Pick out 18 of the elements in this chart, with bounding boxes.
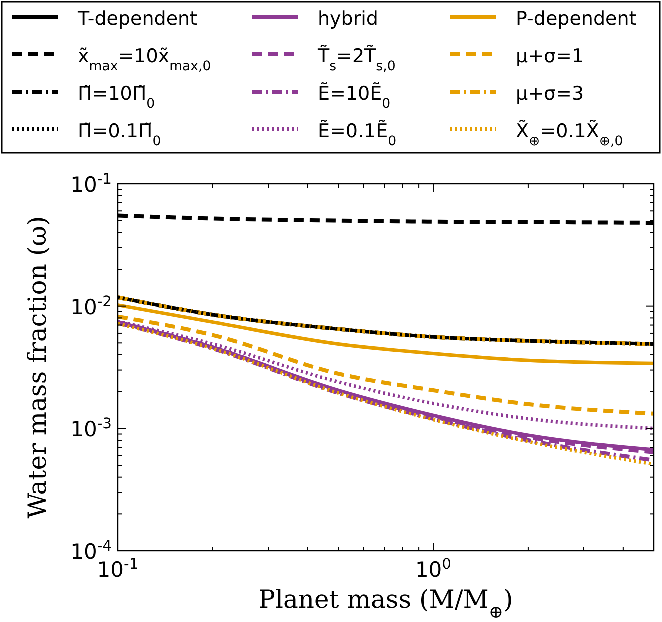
y-tick-label: 10$^{-1}$	[70, 170, 112, 197]
legend-label: μ+σ=3	[516, 83, 584, 105]
legend-label: X̃$_{⊕}$=0.1X̃$_{⊕,0}$	[516, 119, 624, 149]
x-tick-label: 10$^{0}$	[415, 556, 452, 582]
y-tick-label: 10$^{-2}$	[70, 292, 112, 320]
legend-label: T̃$_{s}$=2T̃$_{s,0}$	[317, 44, 396, 74]
y-axis-title: Water mass fraction (ω)	[23, 216, 52, 519]
legend-label: P-dependent	[516, 8, 637, 30]
legend-label: Π̃=10Π̃$_{0}$	[78, 83, 156, 112]
legend-label: x̃$_{max}$=10x̃$_{max,0}$	[78, 46, 212, 74]
legend-label: T-dependent	[77, 8, 198, 30]
legend-label: hybrid	[318, 8, 378, 30]
legend-label: μ+σ=1	[516, 46, 584, 68]
x-axis-title: Planet mass (M/M$_{⊕}$)	[258, 585, 514, 622]
legend-label: Π̃=0.1Π̃$_{0}$	[78, 120, 162, 149]
y-tick-label: 10$^{-3}$	[70, 415, 112, 442]
legend-label: Ẽ=0.1Ẽ$_{0}$	[318, 120, 397, 149]
legend-label: Ẽ=10Ẽ$_{0}$	[318, 82, 391, 112]
